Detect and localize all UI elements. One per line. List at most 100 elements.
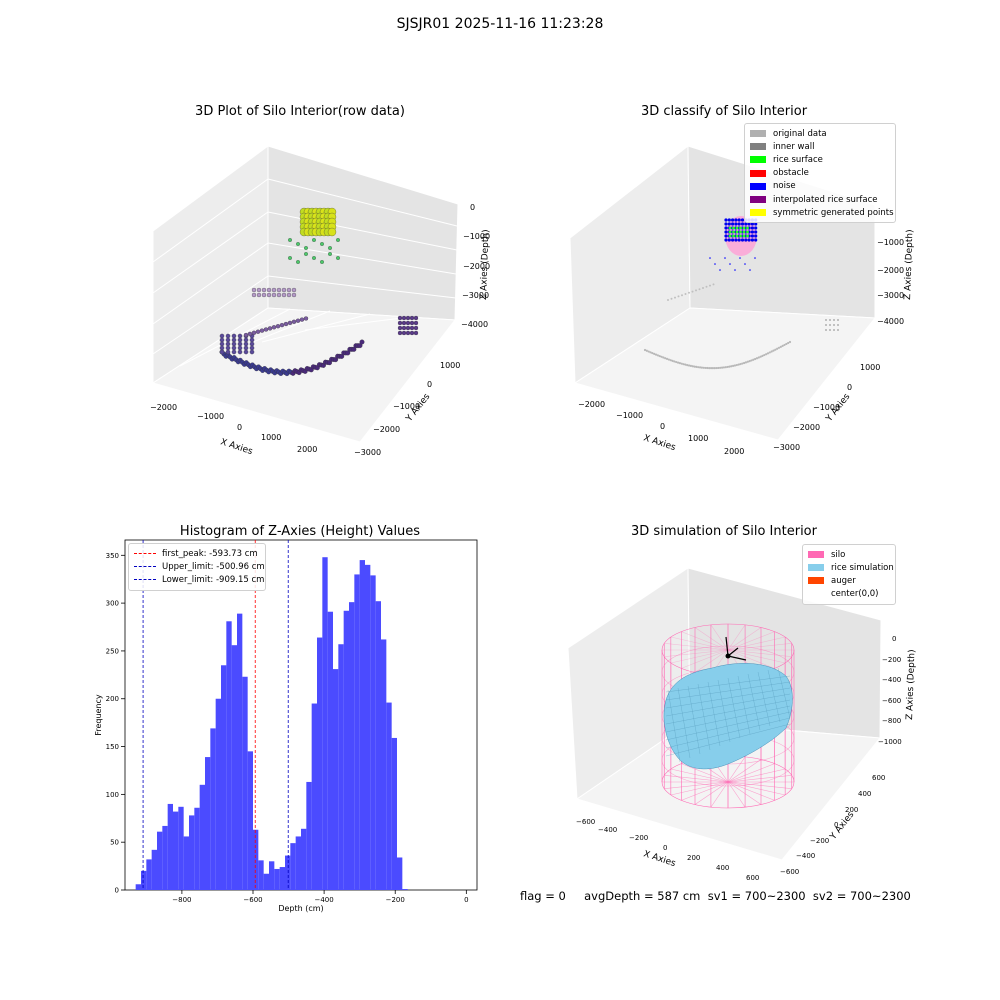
simulation-plot-title: 3D simulation of Silo Interior [631, 524, 817, 539]
classify-point [833, 329, 835, 331]
histogram-bar [311, 703, 317, 890]
legend-label: Lower_limit: -909.15 cm [162, 574, 265, 585]
raw-point [243, 332, 249, 338]
classify-point [770, 350, 773, 353]
raw-point [320, 242, 324, 246]
classify-point [727, 222, 731, 226]
sim-y-tick-3: 0 [834, 821, 838, 829]
raw-y-tick-1: 0 [427, 380, 432, 389]
histogram-bar [295, 836, 301, 890]
classify-z-tick-3: −4000 [877, 317, 904, 326]
rice-mesh-line [717, 679, 731, 743]
raw-point [288, 238, 292, 242]
classify-legend-entry: rice surface [750, 153, 890, 166]
classify-legend-entry: obstacle [750, 167, 890, 180]
classify-point [687, 364, 691, 367]
histogram-title: Histogram of Z-Axies (Height) Values [179, 524, 421, 539]
raw-point [271, 325, 277, 330]
classify-point [731, 218, 735, 222]
classify-point [763, 353, 766, 357]
histogram-y-axis-label: Frequency [94, 694, 103, 736]
legend-line-icon [134, 566, 156, 568]
raw-point [336, 256, 340, 260]
classify-point [742, 226, 746, 230]
histogram-bar [370, 575, 376, 890]
classify-point [664, 357, 667, 360]
sim-z-tick-0: 0 [892, 635, 896, 643]
classify-point [724, 230, 728, 234]
classify-point [735, 226, 739, 230]
classify-x-tick-1: −1000 [616, 411, 643, 420]
histogram-bar [365, 564, 371, 890]
classify-point [724, 234, 728, 238]
sim-y-tick-0: 600 [872, 774, 885, 782]
classify-point [647, 350, 650, 353]
raw-point [247, 331, 253, 337]
classify-point [681, 294, 683, 297]
silo-floor-spoke [727, 756, 746, 783]
classify-point [734, 222, 738, 226]
histogram-bar [178, 806, 184, 890]
classify-point [833, 324, 835, 326]
histogram-y-tick-label: 300 [106, 600, 119, 608]
classify-plot-title: 3D classify of Silo Interior [640, 104, 808, 119]
classify-x-tick-4: 2000 [724, 447, 744, 456]
classify-point [829, 319, 831, 321]
raw-y-ticks: 1000 0 −1000 −2000 −3000 [354, 361, 460, 457]
legend-swatch-icon [808, 577, 824, 585]
classify-point [754, 222, 758, 226]
histogram-bar [237, 613, 243, 890]
classify-point [740, 222, 745, 226]
histogram-bar [290, 843, 296, 890]
classify-point [788, 340, 792, 344]
histogram-y-tick-label: 200 [106, 695, 119, 703]
silo-roof-spoke [710, 624, 729, 651]
raw-point [283, 321, 289, 327]
silo-floor-spoke [727, 781, 792, 790]
raw-plot-title: 3D Plot of Silo Interior(row data) [195, 104, 405, 119]
classify-point [754, 234, 758, 238]
classify-point [728, 230, 732, 234]
classify-point [698, 366, 702, 369]
classify-point [777, 346, 781, 349]
simulation-x-ticks: −600 −400 −200 0 200 400 600 [576, 818, 759, 882]
classify-point [684, 363, 687, 366]
histogram-bar [135, 884, 141, 890]
classify-point [704, 366, 707, 370]
raw-point [312, 238, 316, 242]
classify-point [739, 257, 741, 259]
raw-point [287, 320, 293, 326]
classify-point [754, 238, 758, 242]
raw-point [296, 242, 300, 246]
legend-swatch-icon [750, 130, 766, 138]
raw-point [304, 252, 308, 256]
simulation-legend-entry: silo [808, 548, 890, 561]
classify-point [711, 367, 715, 370]
raw-point [295, 318, 301, 323]
histogram-bar [194, 807, 200, 890]
histogram-bar [189, 815, 195, 890]
classify-point [715, 366, 718, 370]
classify-point [735, 234, 739, 238]
classify-point [719, 269, 721, 271]
classify-point [695, 289, 697, 292]
histogram-bar [375, 601, 381, 890]
classify-point [766, 352, 770, 355]
raw-point [276, 292, 282, 298]
classify-point [783, 343, 786, 347]
rice-mesh-line [665, 723, 791, 757]
legend-swatch-icon [750, 182, 766, 190]
histogram-bar [306, 781, 312, 890]
classify-point [667, 358, 670, 361]
simulation-y-ticks: 600 400 200 0 −200 −400 −600 [780, 774, 885, 876]
classify-point [691, 365, 694, 368]
silo-floor-spoke [727, 768, 786, 783]
histogram-bar [162, 825, 168, 890]
histogram-bar [183, 836, 189, 890]
legend-swatch-icon [750, 156, 766, 164]
histogram-bar [215, 698, 221, 890]
status-line: flag = 0 avgDepth = 587 cm sv1 = 700~230… [520, 889, 911, 903]
histogram-bar [349, 602, 355, 890]
classify-x-ticks: −2000 −1000 0 1000 2000 [578, 400, 744, 456]
histogram-chart: −800 −600 −400 −200 0 050100150200250300350 … [94, 539, 478, 913]
